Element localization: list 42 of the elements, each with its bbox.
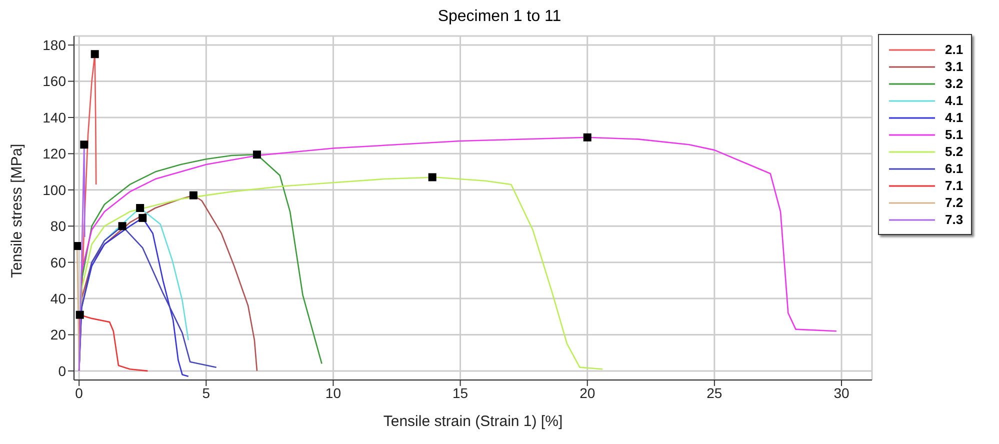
point: [136, 204, 144, 212]
legend-label: 5.1: [945, 127, 964, 142]
legend-label: 7.1: [945, 178, 964, 193]
y-axis-title: Tensile stress [MPa]: [8, 144, 26, 278]
y-tick-label: 40: [50, 290, 66, 306]
x-tick-label: 30: [834, 384, 850, 401]
legend-label: 6.1: [945, 161, 964, 176]
chart-title: Specimen 1 to 11: [436, 8, 562, 27]
legend-label: 4.1: [945, 110, 964, 125]
point: [428, 173, 436, 182]
x-tick-label: 15: [452, 384, 468, 401]
legend-label: 7.2: [945, 195, 964, 210]
x-tick-label: 5: [202, 384, 210, 401]
y-tick-label: 80: [50, 218, 66, 234]
x-tick-label: 10: [325, 384, 342, 401]
legend-label: 5.2: [945, 144, 964, 159]
legend-label: 7.3: [945, 212, 964, 227]
point: [74, 242, 82, 250]
y-tick-label: 160: [42, 73, 66, 90]
legend-label: 4.1: [945, 93, 964, 108]
point: [76, 310, 84, 319]
y-tick-label: 0: [58, 362, 66, 379]
legend-label: 3.2: [945, 76, 964, 91]
legend-label: 2.1: [945, 42, 964, 57]
y-tick-label: 100: [42, 182, 66, 198]
y-tick-label: 20: [50, 326, 66, 343]
x-tick-label: 25: [706, 384, 722, 401]
point: [90, 50, 99, 58]
x-tick-label: 20: [580, 384, 596, 401]
point: [138, 214, 147, 222]
point: [189, 191, 198, 200]
point: [252, 150, 261, 159]
point: [80, 140, 88, 149]
y-tick-label: 180: [42, 37, 66, 54]
point: [118, 222, 126, 230]
x-tick-label: 0: [75, 384, 84, 401]
point: [583, 133, 592, 142]
x-axis-title: Tensile strain (Strain 1) [%]: [383, 413, 563, 430]
y-tick-label: 120: [42, 146, 66, 162]
y-tick-label: 60: [50, 254, 66, 270]
legend-label: 3.1: [945, 59, 964, 74]
y-tick-label: 140: [42, 109, 66, 126]
